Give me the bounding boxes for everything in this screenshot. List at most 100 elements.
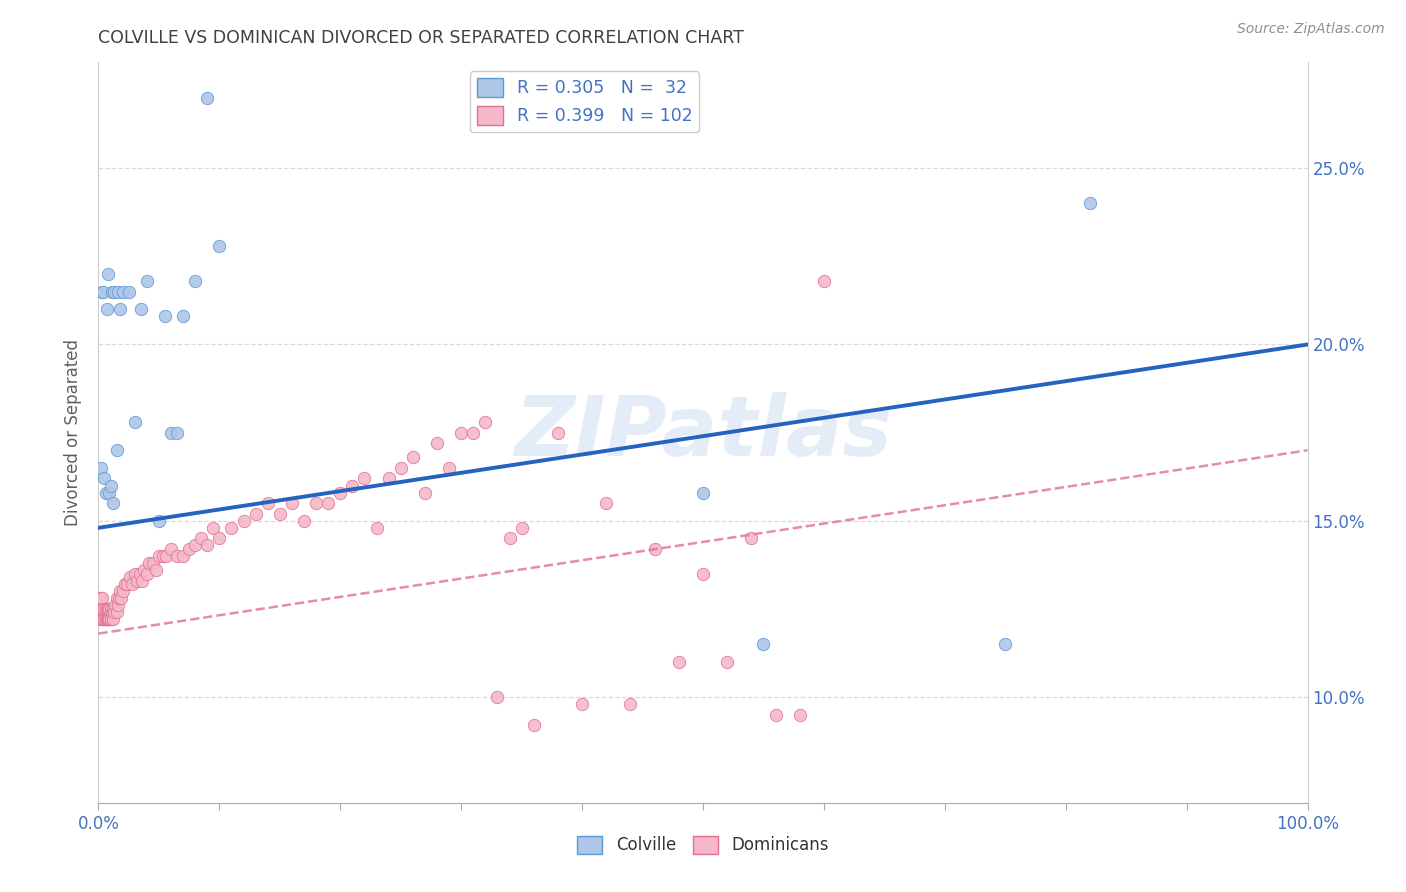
Point xyxy=(114,577,136,591)
Point xyxy=(1078,196,1101,211)
Point xyxy=(523,718,546,732)
Point xyxy=(108,591,131,606)
Point xyxy=(571,697,593,711)
Point xyxy=(89,591,111,606)
Point xyxy=(100,612,122,626)
Point xyxy=(104,599,127,613)
Point xyxy=(89,612,111,626)
Point xyxy=(101,612,124,626)
Point xyxy=(96,612,118,626)
Point xyxy=(155,549,177,563)
Point xyxy=(131,574,153,588)
Point xyxy=(166,549,188,563)
Point xyxy=(644,541,666,556)
Point xyxy=(305,496,328,510)
Point xyxy=(166,425,188,440)
Point xyxy=(100,478,122,492)
Point xyxy=(208,239,231,253)
Point xyxy=(90,612,112,626)
Point xyxy=(692,566,714,581)
Point xyxy=(96,612,118,626)
Point xyxy=(389,461,412,475)
Point xyxy=(692,485,714,500)
Point xyxy=(498,532,520,546)
Point xyxy=(716,655,738,669)
Point xyxy=(91,612,114,626)
Point xyxy=(103,606,125,620)
Point xyxy=(179,541,201,556)
Point xyxy=(813,274,835,288)
Point xyxy=(128,566,150,581)
Point xyxy=(108,584,131,599)
Point xyxy=(93,612,115,626)
Point xyxy=(110,591,132,606)
Point xyxy=(93,612,115,626)
Point xyxy=(93,471,115,485)
Legend: Colville, Dominicans: Colville, Dominicans xyxy=(571,829,835,861)
Point xyxy=(124,415,146,429)
Point xyxy=(195,538,218,552)
Point xyxy=(118,285,141,299)
Point xyxy=(232,514,254,528)
Point xyxy=(474,415,496,429)
Text: ZIPatlas: ZIPatlas xyxy=(515,392,891,473)
Point xyxy=(134,563,156,577)
Point xyxy=(98,612,121,626)
Point xyxy=(96,302,118,317)
Point xyxy=(172,549,194,563)
Point xyxy=(108,302,131,317)
Point xyxy=(789,707,811,722)
Point xyxy=(463,425,485,440)
Point xyxy=(510,521,533,535)
Point xyxy=(619,697,641,711)
Point xyxy=(90,461,112,475)
Point xyxy=(98,485,121,500)
Point xyxy=(105,606,128,620)
Point xyxy=(94,485,117,500)
Point xyxy=(190,532,212,546)
Point xyxy=(994,637,1017,651)
Point xyxy=(127,574,149,588)
Point xyxy=(91,612,114,626)
Point xyxy=(138,556,160,570)
Point xyxy=(145,563,167,577)
Point xyxy=(292,514,315,528)
Point xyxy=(153,310,176,324)
Point xyxy=(148,514,170,528)
Point xyxy=(135,274,157,288)
Point xyxy=(103,285,125,299)
Point xyxy=(486,690,509,704)
Point xyxy=(135,566,157,581)
Point xyxy=(208,532,231,546)
Point xyxy=(353,471,375,485)
Point xyxy=(98,612,121,626)
Point xyxy=(184,274,207,288)
Point xyxy=(100,606,122,620)
Point xyxy=(129,302,152,317)
Point xyxy=(97,612,120,626)
Point xyxy=(97,602,120,616)
Point xyxy=(117,577,139,591)
Point xyxy=(101,496,124,510)
Point xyxy=(94,612,117,626)
Point xyxy=(94,612,117,626)
Point xyxy=(437,461,460,475)
Text: COLVILLE VS DOMINICAN DIVORCED OR SEPARATED CORRELATION CHART: COLVILLE VS DOMINICAN DIVORCED OR SEPARA… xyxy=(98,29,744,47)
Point xyxy=(740,532,762,546)
Point xyxy=(195,91,218,105)
Point xyxy=(547,425,569,440)
Point xyxy=(184,538,207,552)
Point xyxy=(202,521,225,535)
Point xyxy=(111,584,134,599)
Point xyxy=(91,602,114,616)
Point xyxy=(245,507,267,521)
Point xyxy=(668,655,690,669)
Point xyxy=(91,285,114,299)
Point xyxy=(100,612,122,626)
Point xyxy=(97,267,120,281)
Point xyxy=(96,602,118,616)
Point xyxy=(172,310,194,324)
Point xyxy=(595,496,617,510)
Point xyxy=(765,707,787,722)
Point xyxy=(124,566,146,581)
